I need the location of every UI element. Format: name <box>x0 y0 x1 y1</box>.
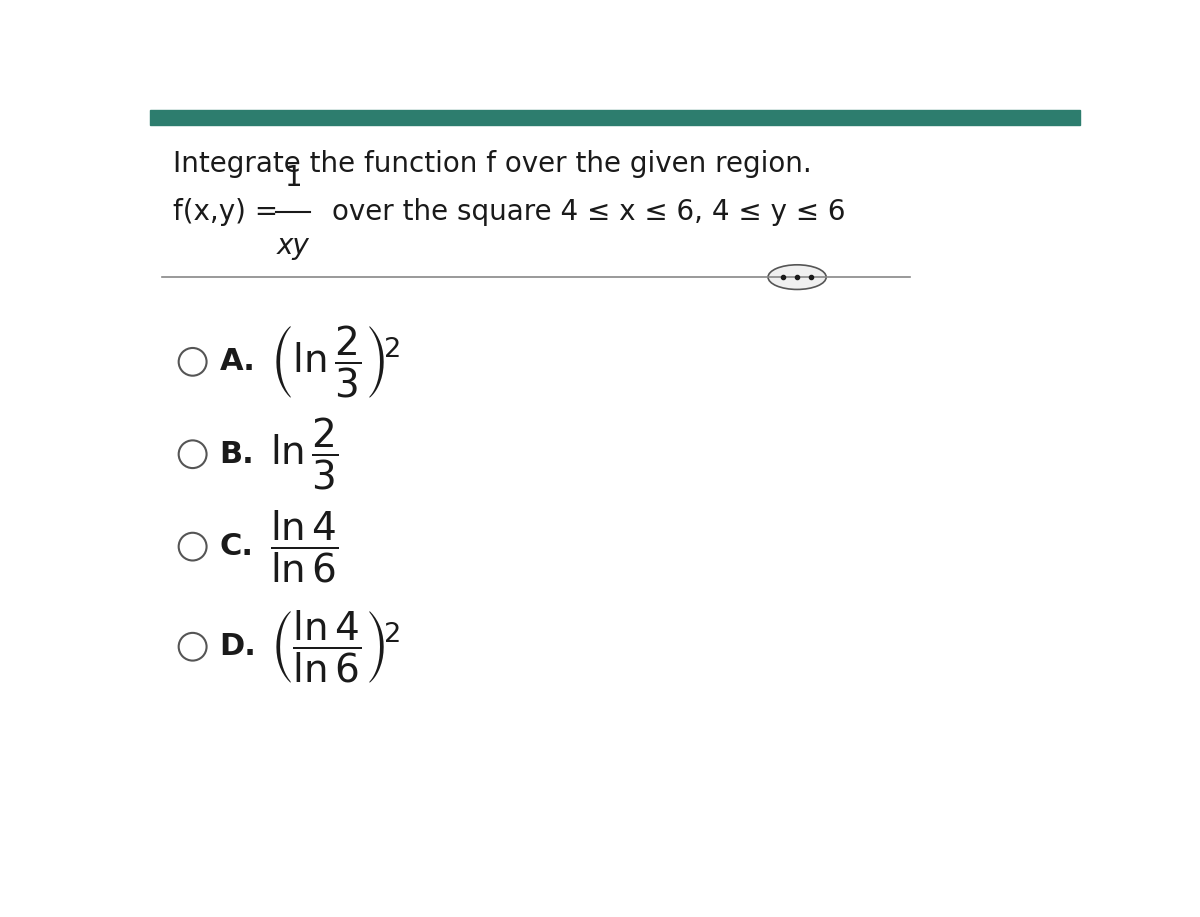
Ellipse shape <box>768 265 826 290</box>
Text: $\dfrac{\mathrm{ln}\,4}{\mathrm{ln}\,6}$: $\dfrac{\mathrm{ln}\,4}{\mathrm{ln}\,6}$ <box>270 509 338 585</box>
Text: $\left(\dfrac{\mathrm{ln}\,4}{\mathrm{ln}\,6}\right)^{\!2}$: $\left(\dfrac{\mathrm{ln}\,4}{\mathrm{ln… <box>270 608 401 685</box>
Text: D.: D. <box>220 632 257 661</box>
Text: B.: B. <box>220 440 254 469</box>
Text: $\mathrm{ln}\,\dfrac{2}{3}$: $\mathrm{ln}\,\dfrac{2}{3}$ <box>270 416 338 492</box>
Text: over the square 4 ≤ x ≤ 6, 4 ≤ y ≤ 6: over the square 4 ≤ x ≤ 6, 4 ≤ y ≤ 6 <box>332 198 846 226</box>
Text: $\left(\mathrm{ln}\,\dfrac{2}{3}\right)^{\!2}$: $\left(\mathrm{ln}\,\dfrac{2}{3}\right)^… <box>270 324 401 401</box>
Text: xy: xy <box>277 233 310 260</box>
Bar <box>150 110 1080 126</box>
Text: 1: 1 <box>284 164 302 193</box>
Text: f(x,y) =: f(x,y) = <box>173 198 287 226</box>
Text: C.: C. <box>220 532 253 561</box>
Text: Integrate the function f over the given region.: Integrate the function f over the given … <box>173 150 812 178</box>
Text: A.: A. <box>220 348 256 376</box>
